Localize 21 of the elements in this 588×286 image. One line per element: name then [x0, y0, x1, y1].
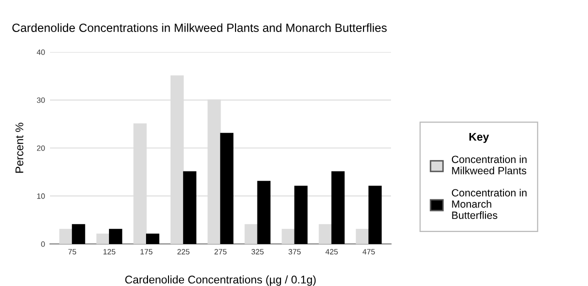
bar [318, 224, 332, 244]
x-axis-title: Cardenolide Concentrations (µg / 0.1g) [125, 275, 316, 286]
bar [368, 186, 382, 244]
bar [294, 186, 308, 244]
bar [146, 234, 160, 244]
bar [220, 132, 234, 244]
bar [72, 224, 86, 244]
legend-title: Key [469, 132, 489, 143]
bar [59, 228, 73, 244]
bar [96, 234, 110, 244]
bar [183, 171, 196, 244]
legend-label: Concentration in Milkweed Plants [452, 155, 527, 174]
bar [282, 228, 295, 244]
legend-label: Concentration in Monarch Butterflies [452, 188, 527, 219]
bar [331, 171, 345, 244]
bar [257, 180, 270, 244]
chart-title: Cardenolide Concentrations in Milkweed Plants and Monarch Butterflies [12, 23, 387, 32]
bar [356, 228, 370, 244]
bar [244, 224, 258, 244]
y-axis-title: Percent % [15, 122, 24, 173]
bar [108, 228, 122, 244]
